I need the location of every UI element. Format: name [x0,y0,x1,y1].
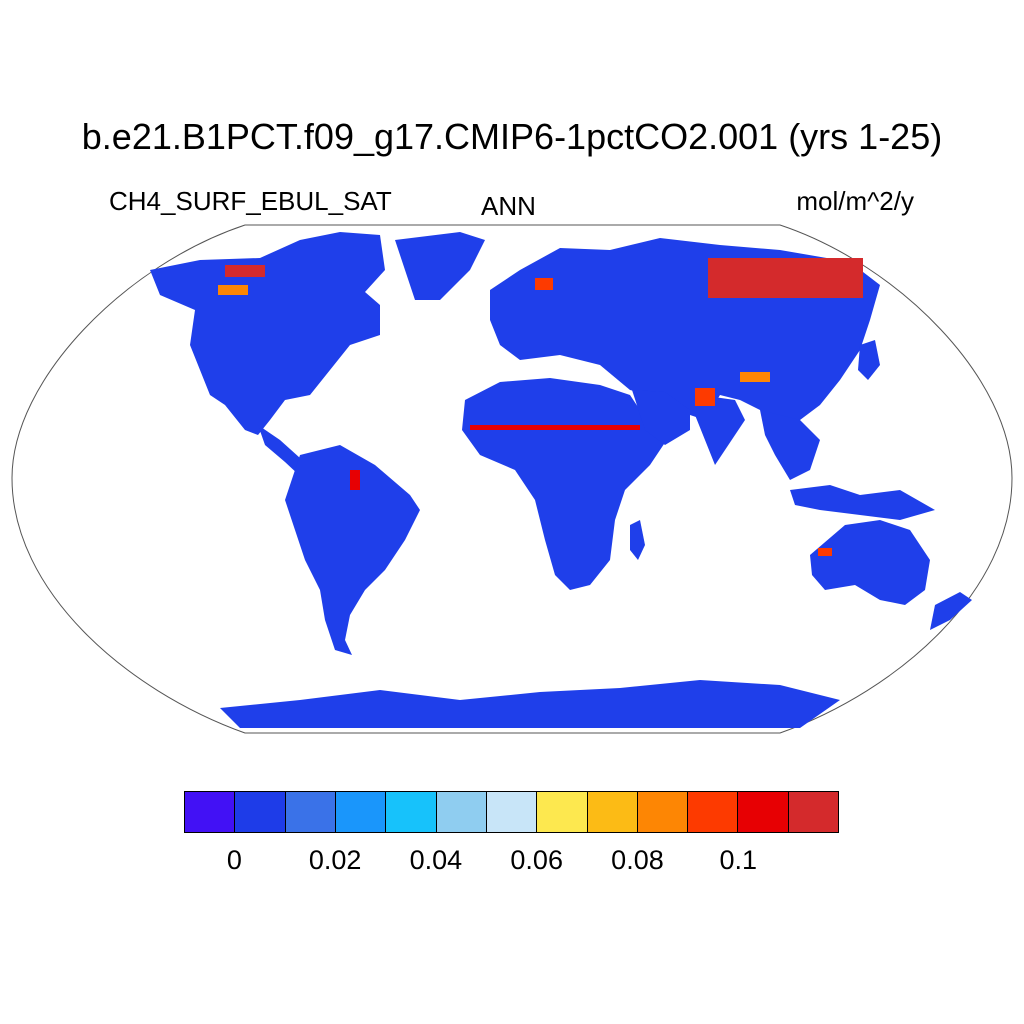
colorbar-box-4 [386,792,437,832]
colorbar-label: 0 [226,845,242,875]
arabia [632,390,690,445]
hotspot-india [695,388,715,406]
hotspot-canada [225,265,265,277]
season-label: ANN [481,191,536,221]
colorbar-box-10 [688,792,739,832]
antarctica [220,680,840,728]
colorbar-box-6 [486,792,538,832]
colorbar-label: 0.04 [409,845,463,875]
south-america [285,445,420,655]
southeast-asia [760,410,820,480]
hotspot-scandinavia [535,278,553,290]
colorbar [184,791,839,833]
plot-title: b.e21.B1PCT.f09_g17.CMIP6-1pctCO2.001 (y… [81,116,943,157]
colorbar-box-1 [235,792,286,832]
variable-label: CH4_SURF_EBUL_SAT [109,186,392,216]
madagascar [630,520,645,560]
colorbar-box-12 [788,792,839,832]
hotspot-china [740,372,770,382]
hotspot-australia [818,548,832,556]
colorbar-box-9 [637,792,689,832]
units-label: mol/m^2/y [796,186,914,216]
new-zealand [930,592,972,630]
colorbar-box-0 [185,792,236,832]
colorbar-box-11 [738,792,789,832]
japan [858,340,880,380]
africa [462,378,670,590]
colorbar-label: 0.02 [308,845,362,875]
colorbar-box-8 [587,792,638,832]
colorbar-labels: 0 0.02 0.04 0.06 0.08 0.1 [0,845,1024,885]
india [695,395,745,465]
colorbar-label: 0.08 [611,845,664,875]
colorbar-box-5 [436,792,487,832]
hotspot-amazon [350,470,360,490]
indonesia [790,485,935,520]
colorbar-label: 0.1 [719,845,757,875]
north-america [150,232,385,435]
hotspot-sahel [470,425,640,430]
hotspot-canada-2 [218,285,248,295]
greenland [395,232,485,300]
colorbar-box-7 [537,792,588,832]
hotspot-siberia [708,258,863,298]
colorbar-box-2 [285,792,336,832]
australia [810,520,930,605]
colorbar-label: 0.06 [510,845,563,875]
colorbar-box-3 [335,792,387,832]
